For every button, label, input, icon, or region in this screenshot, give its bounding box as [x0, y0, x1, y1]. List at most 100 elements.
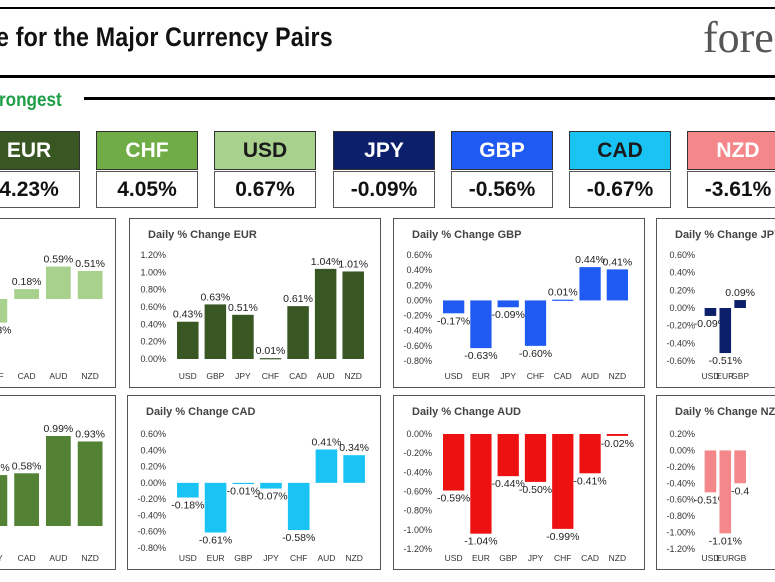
bar-gbp	[232, 483, 254, 484]
currency-change-usd: 0.67%	[214, 171, 316, 208]
y-tick-label: 0.60%	[140, 429, 166, 439]
bar-nzd	[78, 441, 103, 526]
bar-aud	[46, 436, 71, 526]
chart-panel-cad: Daily % Change CAD -0.80% -0.60% -0.40% -0.2…	[127, 395, 381, 570]
currency-change-eur: 4.23%	[0, 171, 80, 208]
y-tick-label: -0.20%	[666, 462, 695, 472]
data-label: -0.63%	[464, 350, 497, 362]
data-label: 1.04%	[311, 256, 341, 268]
y-tick-label: -0.20%	[403, 311, 432, 321]
data-label: -0.99%	[546, 531, 579, 543]
y-tick-label: 0.80%	[140, 285, 166, 295]
y-tick-label: 0.20%	[406, 280, 432, 290]
chart-title: Daily % Change NZ	[675, 406, 775, 418]
brand-logo: fore	[703, 12, 774, 63]
x-tick-label: JPY	[0, 553, 3, 563]
chart-svg-usd: -0.43% CHF 0.18% CAD 0.59% AUD 0.51% NZD	[0, 219, 117, 389]
y-tick-label: 0.40%	[140, 319, 166, 329]
data-label: 0.43%	[173, 309, 203, 321]
x-tick-label: NZD	[81, 371, 98, 381]
data-label: 0.63%	[200, 291, 230, 303]
bar-chf	[260, 358, 282, 359]
chart-panel-usd: -0.43% CHF 0.18% CAD 0.59% AUD 0.51% NZD	[0, 218, 116, 388]
x-tick-label: NZD	[81, 553, 98, 563]
bar-gbp	[205, 304, 227, 359]
x-tick-label: CAD	[18, 553, 36, 563]
data-label: -0.50%	[519, 484, 552, 496]
bar-usd	[443, 434, 464, 491]
y-tick-label: -0.60%	[137, 527, 166, 537]
y-tick-label: 0.60%	[140, 302, 166, 312]
currency-label-eur: EUR	[0, 131, 80, 170]
data-label: -0.09%	[492, 309, 525, 321]
x-tick-label: AUD	[317, 553, 335, 563]
x-tick-label: GB	[734, 553, 747, 563]
bar-aud	[579, 267, 600, 300]
y-tick-label: -0.20%	[666, 321, 695, 331]
chart-panel-chf: 0.56% JPY 0.58% CAD 0.99% AUD 0.93% NZD	[0, 395, 116, 570]
bar-cad	[14, 473, 39, 526]
x-tick-label: NZD	[345, 553, 362, 563]
y-tick-label: -0.40%	[403, 467, 432, 477]
bar-gbp	[498, 434, 519, 476]
currency-change-cad: -0.67%	[569, 171, 671, 208]
data-label: -0.43%	[0, 325, 12, 337]
y-tick-label: 0.00%	[140, 354, 166, 364]
bar-gbp	[734, 300, 746, 308]
data-label: -0.61%	[199, 535, 232, 547]
bar-jpy	[498, 300, 519, 307]
y-tick-label: 0.20%	[669, 285, 695, 295]
top-rule	[0, 7, 775, 9]
bar-aud	[46, 267, 71, 299]
x-tick-label: CHF	[527, 371, 544, 381]
x-tick-label: CAD	[18, 371, 36, 381]
bar-chf	[0, 299, 7, 323]
bar-chf	[288, 483, 310, 530]
y-tick-label: 0.00%	[669, 303, 695, 313]
currency-label-gbp: GBP	[451, 131, 553, 170]
bar-usd	[177, 483, 199, 498]
y-tick-label: -1.00%	[666, 528, 695, 538]
currency-label-jpy: JPY	[333, 131, 435, 170]
data-label: 1.01%	[338, 258, 368, 270]
chart-title: Daily % Change EUR	[148, 229, 257, 241]
x-tick-label: AUD	[49, 371, 67, 381]
y-tick-label: -0.20%	[403, 448, 432, 458]
y-tick-label: -1.20%	[666, 544, 695, 554]
x-tick-label: CAD	[554, 371, 572, 381]
data-label: 0.34%	[339, 442, 369, 454]
chart-panel-jpy: Daily % Change JPY -0.60% -0.40% -0.20% 0.00…	[656, 218, 775, 388]
bar-eur	[205, 483, 227, 533]
y-tick-label: 0.60%	[669, 250, 695, 260]
data-label: -0.51%	[709, 355, 742, 367]
bar-chf	[552, 434, 573, 529]
data-label: -0.07%	[254, 491, 287, 503]
chart-svg-jpy: Daily % Change JPY -0.60% -0.40% -0.20% 0.00…	[657, 219, 775, 389]
data-label: 0.51%	[75, 258, 105, 270]
x-tick-label: EUR	[207, 553, 225, 563]
bar-eur	[719, 450, 731, 533]
data-label: -1.01%	[709, 535, 742, 547]
x-tick-label: EUR	[716, 553, 734, 563]
bar-nzd	[607, 434, 628, 436]
currency-label-chf: CHF	[96, 131, 198, 170]
bar-gb	[734, 450, 746, 483]
y-tick-label: -0.80%	[137, 543, 166, 553]
currency-change-jpy: -0.09%	[333, 171, 435, 208]
bar-jpy	[232, 315, 254, 359]
bar-chf	[525, 300, 546, 345]
page-title: e for the Major Currency Pairs	[0, 22, 333, 53]
currency-change-gbp: -0.56%	[451, 171, 553, 208]
y-tick-label: -0.80%	[403, 506, 432, 516]
data-label: -0.60%	[519, 348, 552, 360]
x-tick-label: GBP	[499, 553, 517, 563]
y-tick-label: 0.00%	[406, 295, 432, 305]
x-tick-label: USD	[179, 371, 197, 381]
x-tick-label: GBP	[206, 371, 224, 381]
x-tick-label: USD	[445, 553, 463, 563]
data-label: -0.18%	[171, 500, 204, 512]
bar-usd	[177, 322, 199, 359]
y-tick-label: 0.00%	[406, 429, 432, 439]
data-label: 0.41%	[602, 256, 632, 268]
x-tick-label: JPY	[500, 371, 516, 381]
